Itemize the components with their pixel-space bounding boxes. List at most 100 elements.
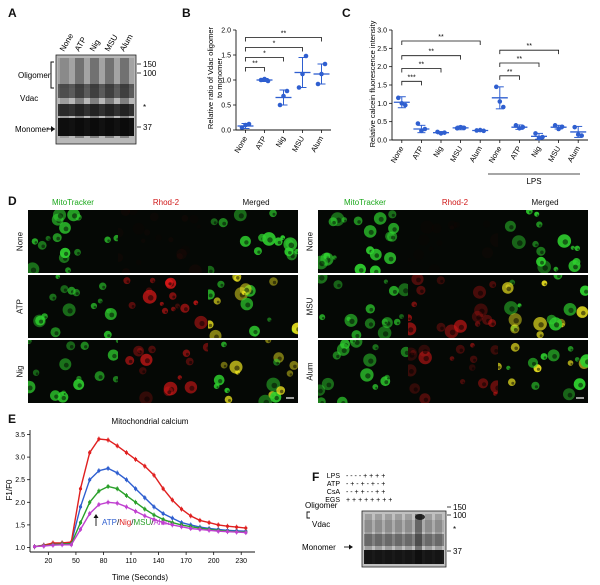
e-point-alum bbox=[69, 543, 73, 547]
cell bbox=[489, 281, 497, 288]
cell-nucleus bbox=[409, 352, 415, 358]
cell-nucleus bbox=[584, 289, 588, 294]
e-xtick-label: 200 bbox=[208, 558, 220, 565]
c-point bbox=[419, 128, 424, 134]
cell-nucleus bbox=[513, 318, 519, 324]
e-point-alum bbox=[106, 500, 110, 504]
cell-nucleus bbox=[378, 216, 384, 222]
cell-nucleus bbox=[151, 348, 155, 352]
e-point-nig bbox=[161, 487, 165, 491]
cell-nucleus bbox=[536, 367, 541, 371]
cell-nucleus bbox=[209, 269, 213, 273]
b-point bbox=[258, 77, 264, 83]
blot-f-oligomer-smear bbox=[364, 520, 444, 532]
cell bbox=[31, 238, 39, 245]
micrograph-image bbox=[318, 275, 408, 338]
cell-nucleus bbox=[128, 359, 133, 364]
micrograph-image bbox=[125, 342, 208, 403]
cell-nucleus bbox=[472, 345, 475, 348]
blot-f-lane-8 bbox=[435, 514, 442, 564]
e-point-msu bbox=[143, 507, 147, 511]
cell-nucleus bbox=[392, 289, 397, 294]
cell-nucleus bbox=[532, 361, 536, 366]
e-point-atp bbox=[152, 505, 156, 509]
cell bbox=[541, 280, 548, 287]
cell-nucleus bbox=[216, 386, 219, 389]
cell-nucleus bbox=[75, 292, 79, 296]
cell-nucleus bbox=[562, 239, 568, 245]
c-sig-bracket bbox=[401, 68, 442, 73]
lane-label-alum: Alum bbox=[118, 32, 135, 53]
cell-nucleus bbox=[404, 350, 408, 355]
cell bbox=[341, 217, 347, 223]
b-point bbox=[243, 122, 248, 128]
cell-nucleus bbox=[54, 331, 59, 336]
cell-nucleus bbox=[374, 253, 380, 258]
e-point-alum bbox=[143, 514, 147, 518]
cell-nucleus bbox=[387, 377, 390, 380]
blot-a-lane-2 bbox=[75, 58, 84, 138]
b-point bbox=[315, 81, 321, 87]
e-point-nig bbox=[134, 457, 138, 461]
cell bbox=[188, 264, 202, 273]
micrograph-right-r1-rhod bbox=[408, 210, 498, 273]
cell-nucleus bbox=[244, 287, 250, 293]
blot-f-lane-7 bbox=[425, 514, 432, 564]
cell-nucleus bbox=[368, 229, 374, 235]
c-xtick-label: Nig bbox=[431, 145, 444, 159]
panel-a-arrow-head bbox=[51, 126, 55, 132]
c-ytick-label: 0.0 bbox=[377, 138, 387, 145]
cell bbox=[372, 384, 379, 390]
f-row-atp: ATP bbox=[327, 481, 340, 488]
cell-nucleus bbox=[440, 326, 444, 331]
cell-nucleus bbox=[222, 221, 227, 226]
c-point bbox=[533, 131, 538, 136]
cell-nucleus bbox=[245, 302, 251, 308]
cell-nucleus bbox=[365, 373, 371, 379]
b-point bbox=[322, 61, 328, 67]
micrograph-image bbox=[213, 340, 298, 403]
e-point-alum bbox=[115, 501, 119, 505]
micrograph-left-r2-rhod bbox=[118, 275, 208, 338]
blot-f-lane-4 bbox=[395, 514, 402, 564]
b-point bbox=[281, 93, 286, 99]
e-point-nig bbox=[189, 514, 193, 518]
cell-nucleus bbox=[492, 284, 496, 287]
cell-nucleus bbox=[506, 286, 512, 292]
cell-nucleus bbox=[495, 385, 498, 391]
micrograph-image bbox=[318, 340, 408, 403]
panel-e-arrow-head bbox=[93, 514, 99, 518]
cell-nucleus bbox=[408, 327, 414, 333]
cell bbox=[55, 275, 61, 279]
c-sig-label: ** bbox=[526, 43, 532, 50]
panel-f-treatment-grid: LPS - - - - + + + + ATP - + - + - + - + CsA -… bbox=[325, 473, 392, 504]
cell bbox=[49, 293, 57, 301]
e-point-atp bbox=[115, 471, 119, 475]
e-ytick-label: 2.0 bbox=[15, 500, 25, 507]
e-point-nig bbox=[143, 464, 147, 468]
e-point-atp bbox=[78, 505, 83, 509]
c-point bbox=[556, 126, 561, 132]
panel-e-xlabel: Time (Seconds) bbox=[112, 573, 169, 582]
cell bbox=[176, 248, 187, 260]
cell bbox=[540, 353, 548, 360]
blot-a-lane-3 bbox=[90, 58, 99, 138]
micrograph-image bbox=[318, 210, 400, 273]
cell-nucleus bbox=[352, 340, 356, 343]
cell-nucleus bbox=[77, 383, 82, 388]
e-point-nig bbox=[198, 518, 202, 522]
e-xtick-label: 80 bbox=[100, 558, 108, 565]
cell-nucleus bbox=[41, 244, 45, 249]
cell bbox=[384, 374, 390, 381]
cell-nucleus bbox=[401, 316, 404, 319]
c-point bbox=[458, 124, 463, 130]
left-col-mitotracker: MitoTracker bbox=[52, 198, 94, 207]
c-point bbox=[572, 124, 577, 130]
micrograph-right-r2-merged bbox=[498, 275, 588, 338]
cell-nucleus bbox=[341, 348, 347, 354]
cell-nucleus bbox=[577, 248, 580, 251]
e-point-alum bbox=[124, 505, 129, 509]
cell-nucleus bbox=[577, 359, 580, 362]
cell bbox=[141, 239, 146, 244]
panel-a-bracket bbox=[50, 61, 54, 89]
